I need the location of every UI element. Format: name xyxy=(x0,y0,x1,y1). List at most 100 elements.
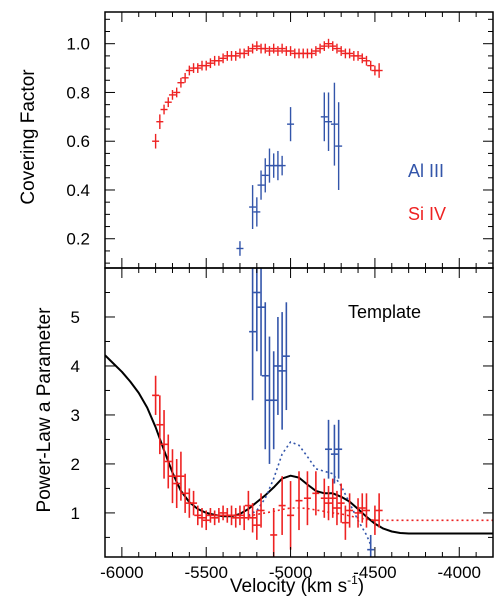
al-iii-a-point xyxy=(274,316,282,415)
x-tick-label: -5500 xyxy=(184,563,227,582)
template-annotation: Template xyxy=(348,302,421,322)
al-iii-point xyxy=(330,82,338,166)
covering-factor-axis-title: Covering Factor xyxy=(18,69,39,205)
si-iv-a-point xyxy=(173,459,181,509)
si-iv-a-point xyxy=(198,508,206,528)
si-iv-a-point xyxy=(354,498,362,528)
al-iii-a-point xyxy=(278,312,286,430)
si-iv-a-point xyxy=(371,505,379,535)
axes-frames: -6000 -5500 -5000 -4500 -4000 0.2 0.4 0.6 0.8 1.0… xyxy=(66,11,494,582)
si-iv-a-point xyxy=(303,471,311,526)
si-iv-point xyxy=(240,48,248,59)
si-iv-a-point xyxy=(253,510,261,540)
si-iv-point xyxy=(312,46,320,56)
y-tick-label: 0.6 xyxy=(66,132,90,151)
al-iii-a-point xyxy=(282,302,290,411)
si-iv-model-curve xyxy=(248,507,493,522)
si-iv-a-point xyxy=(156,395,164,455)
y-tick-label: 5 xyxy=(71,308,80,327)
si-iv-point xyxy=(181,72,189,83)
al-iii-point xyxy=(325,92,333,151)
si-iv-a-point xyxy=(358,493,366,523)
si-iv-point xyxy=(270,43,278,54)
si-iv-point xyxy=(337,46,345,56)
si-iv-a-point xyxy=(312,471,320,516)
si-iv-point xyxy=(362,55,370,66)
si-iv-point xyxy=(152,133,160,149)
si-iv-point xyxy=(244,46,252,56)
si-iv-point xyxy=(253,41,261,52)
si-iv-a-point xyxy=(202,510,210,531)
si-iv-point xyxy=(287,46,295,56)
si-iv-a-point xyxy=(219,505,227,521)
al-iii-point xyxy=(335,102,343,190)
velocity-axis-title-main: Velocity (km s xyxy=(230,576,347,597)
al-iii-a-point xyxy=(367,534,375,557)
y-tick-label: 0.2 xyxy=(66,230,90,249)
si-iv-point xyxy=(215,55,223,66)
power-law-axis-title: Power-Law a Parameter xyxy=(34,307,55,513)
si-iv-a-point xyxy=(346,493,354,528)
x-tick-label: -5000 xyxy=(269,563,312,582)
si-iv-a-point xyxy=(249,503,257,533)
si-iv-a-point xyxy=(190,490,198,516)
al-iii-point xyxy=(253,197,261,227)
velocity-axis-title-exponent: -1 xyxy=(347,573,358,587)
si-iv-point xyxy=(265,46,273,56)
si-iv-a-point xyxy=(287,481,295,550)
si-iv-a-point xyxy=(320,478,328,518)
si-iv-a-point xyxy=(206,508,214,523)
si-iv-a-point xyxy=(244,490,252,521)
y-tick-label: 3 xyxy=(71,406,80,425)
al-iii-point xyxy=(249,185,257,229)
x-tick-label: -4000 xyxy=(438,563,481,582)
si-iv-point xyxy=(278,43,286,54)
si-iv-point xyxy=(232,51,240,61)
si-iv-point xyxy=(156,114,164,130)
si-iv-a-point xyxy=(228,505,236,526)
si-iv-a-point xyxy=(257,493,265,528)
si-iv-a-point xyxy=(215,508,223,523)
y-tick-label: 1 xyxy=(71,504,80,523)
y-tick-label: 0.8 xyxy=(66,83,90,102)
al-iii-point xyxy=(257,170,265,200)
si-iv-point xyxy=(185,65,193,76)
si-iv-point xyxy=(375,63,383,78)
si-iv-point xyxy=(160,104,168,115)
si-iv-point xyxy=(308,48,316,59)
y-tick-label: 1.0 xyxy=(66,35,90,54)
al-iii-a-point xyxy=(261,302,269,450)
al-iii-point xyxy=(320,92,328,142)
bottom-axes-frame xyxy=(104,267,494,558)
y-tick-label: 2 xyxy=(71,455,80,474)
legend-al-iii: Al III xyxy=(408,161,444,181)
si-iv-a-point xyxy=(337,483,345,523)
si-iv-point xyxy=(367,60,375,71)
al-iii-model-curve xyxy=(247,441,372,546)
si-iv-point xyxy=(320,41,328,52)
si-iv-a-point xyxy=(278,476,286,535)
al-iii-a-point xyxy=(257,268,265,376)
al-iii-point xyxy=(236,241,244,256)
si-iv-point xyxy=(274,46,282,56)
si-iv-a-point xyxy=(333,490,341,526)
si-iv-a-point xyxy=(164,434,172,489)
si-iv-point xyxy=(316,43,324,54)
si-iv-a-point xyxy=(168,449,176,504)
si-iv-point xyxy=(261,43,269,54)
si-iv-point xyxy=(333,43,341,54)
al-iii-a-point xyxy=(325,419,333,479)
al-iii-a-point xyxy=(335,419,343,479)
si-iv-point xyxy=(173,87,181,98)
x-tick-label: -6000 xyxy=(100,563,143,582)
covering-factor-panel xyxy=(152,38,383,256)
si-iv-a-point xyxy=(341,505,349,540)
y-tick-label: 4 xyxy=(71,357,80,376)
si-iv-point xyxy=(219,53,227,64)
si-iv-point xyxy=(249,43,257,54)
si-iv-point xyxy=(202,60,210,71)
al-iii-a-point xyxy=(249,268,257,401)
si-iv-point xyxy=(206,58,214,69)
si-iv-a-point xyxy=(375,493,383,528)
